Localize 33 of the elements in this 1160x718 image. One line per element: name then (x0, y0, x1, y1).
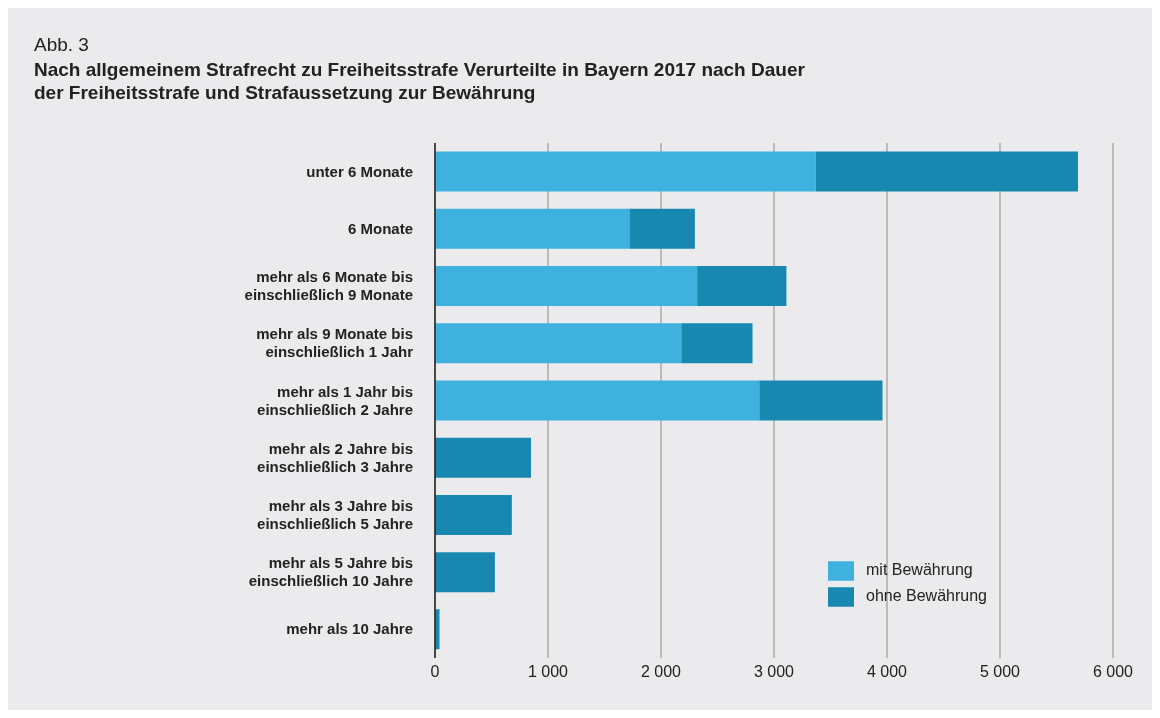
bar (434, 380, 760, 421)
y-tick-label: mehr als 1 Jahr bis einschließlich 2 Jahre (257, 382, 413, 418)
bar (434, 208, 630, 249)
bar (434, 323, 682, 364)
y-tick-label: mehr als 2 Jahre bis einschließlich 3 Jahre (257, 439, 413, 475)
bar (434, 494, 512, 535)
x-tick-label: 4 000 (866, 663, 908, 681)
legend-label: ohne Bewährung (866, 587, 987, 605)
y-tick-label: mehr als 10 Jahre (286, 620, 413, 638)
x-tick-label: 5 000 (979, 663, 1021, 681)
chart-title: Nach allgemeinem Strafrecht zu Freiheitsstrafe Verurteilte in Bayern 2017 nach Dauer der Freiheitsstrafe und Strafaussetzung zur Bewährung (34, 58, 806, 104)
bar (681, 323, 753, 364)
x-tick-label: 6 000 (1092, 663, 1134, 681)
y-tick-label: mehr als 9 Monate bis einschließlich 1 Jahr (256, 325, 414, 361)
y-tick-label: mehr als 5 Jahre bis einschließlich 10 Jahre (248, 554, 413, 590)
x-tick-label: 1 000 (527, 663, 569, 681)
bar (434, 151, 816, 192)
bar (629, 208, 695, 249)
bar (697, 266, 787, 307)
bar (434, 266, 698, 307)
x-tick-label: 2 000 (640, 663, 682, 681)
bar (759, 380, 883, 421)
bar (434, 437, 532, 478)
x-tick-label: 3 000 (753, 663, 795, 681)
y-tick-label: unter 6 Monate (306, 162, 413, 180)
caption: Abb. 3 (34, 34, 89, 56)
y-tick-label: mehr als 6 Monate bis einschließlich 9 Monate (244, 268, 413, 304)
y-tick-label: 6 Monate (347, 219, 413, 237)
x-tick-label: 0 (430, 663, 440, 681)
y-tick-label: mehr als 3 Jahre bis einschließlich 5 Jahre (257, 496, 413, 532)
legend-label: mit Bewährung (866, 561, 973, 579)
bar (434, 552, 495, 593)
bar (815, 151, 1078, 192)
